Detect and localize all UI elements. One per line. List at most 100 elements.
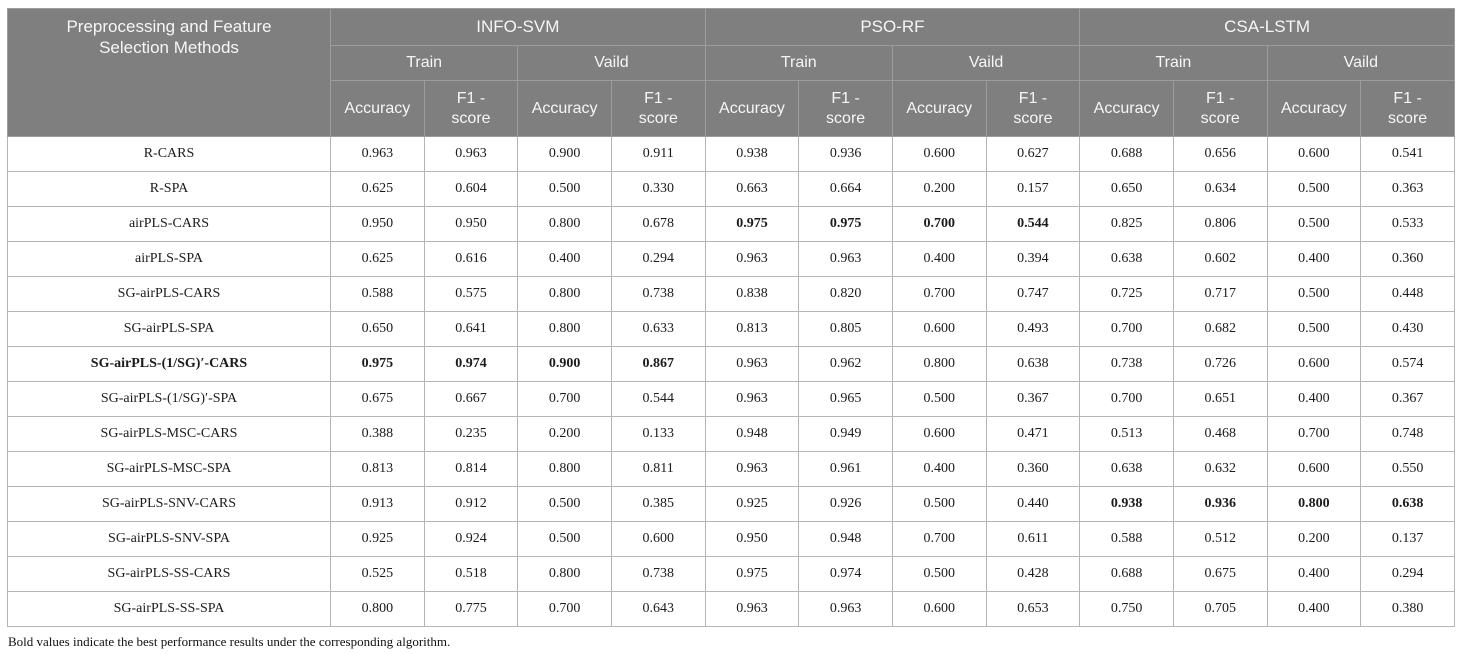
value-cell: 0.600 (891, 591, 987, 627)
value-cell: 0.400 (1266, 381, 1362, 417)
table-body: R-CARS 0.963 0.963 0.900 0.911 0.938 0.936 0.60… (7, 136, 1455, 627)
table-row: SG-airPLS-MSC-CARS 0.388 0.235 0.200 0.133 0.… (7, 416, 1455, 452)
value-cell: 0.974 (798, 556, 893, 592)
metric-header: F1 - score (985, 80, 1081, 137)
value-cell: 0.811 (610, 451, 706, 487)
value-cell: 0.634 (1172, 171, 1268, 207)
value-cell: 0.588 (330, 276, 425, 312)
value-cell: 0.600 (1266, 451, 1362, 487)
value-cell: 0.650 (1079, 171, 1174, 207)
metric-header-label: F1 - score (638, 90, 678, 127)
value-cell: 0.900 (517, 346, 612, 382)
table-row: R-CARS 0.963 0.963 0.900 0.911 0.938 0.936 0.60… (7, 136, 1455, 172)
value-cell: 0.913 (330, 486, 425, 522)
value-cell: 0.961 (798, 451, 893, 487)
value-cell: 0.363 (1360, 171, 1455, 207)
table-row: airPLS-SPA 0.625 0.616 0.400 0.294 0.963 0.963… (7, 241, 1455, 277)
value-cell: 0.641 (423, 311, 519, 347)
value-cell: 0.544 (985, 206, 1081, 242)
value-cell: 0.600 (891, 311, 987, 347)
value-cell: 0.500 (517, 171, 612, 207)
value-cell: 0.975 (704, 556, 800, 592)
value-cell: 0.400 (891, 241, 987, 277)
value-cell: 0.448 (1360, 276, 1455, 312)
value-cell: 0.600 (891, 136, 987, 172)
value-cell: 0.800 (1266, 486, 1362, 522)
value-cell: 0.800 (517, 556, 612, 592)
value-cell: 0.200 (1266, 521, 1362, 557)
value-cell: 0.800 (891, 346, 987, 382)
value-cell: 0.600 (1266, 136, 1362, 172)
metric-header-label: Accuracy (719, 99, 785, 117)
split-header: Train (704, 45, 893, 81)
table-row: SG-airPLS-CARS 0.588 0.575 0.800 0.738 0.838 0… (7, 276, 1455, 312)
split-header: Vaild (517, 45, 706, 81)
method-cell: SG-airPLS-SNV-CARS (7, 486, 331, 522)
value-cell: 0.430 (1360, 311, 1455, 347)
value-cell: 0.825 (1079, 206, 1174, 242)
value-cell: 0.400 (1266, 556, 1362, 592)
value-cell: 0.137 (1360, 521, 1455, 557)
metric-header: Accuracy (1266, 80, 1362, 137)
value-cell: 0.700 (891, 206, 987, 242)
value-cell: 0.688 (1079, 136, 1174, 172)
table-row: SG-airPLS-(1/SG)′-CARS 0.975 0.974 0.900 0.8… (7, 346, 1455, 382)
value-cell: 0.394 (985, 241, 1081, 277)
value-cell: 0.949 (798, 416, 893, 452)
metric-header-label: F1 - score (1388, 90, 1428, 127)
method-cell: SG-airPLS-(1/SG)′-CARS (7, 346, 331, 382)
value-cell: 0.965 (798, 381, 893, 417)
value-cell: 0.588 (1079, 521, 1174, 557)
table-row: airPLS-CARS 0.950 0.950 0.800 0.678 0.975 0.97… (7, 206, 1455, 242)
metric-header: Accuracy (704, 80, 800, 137)
value-cell: 0.360 (985, 451, 1081, 487)
value-cell: 0.643 (610, 591, 706, 627)
table-header: Preprocessing and Feature Selection Meth… (7, 8, 1456, 137)
value-cell: 0.814 (423, 451, 519, 487)
value-cell: 0.541 (1360, 136, 1455, 172)
value-cell: 0.963 (423, 136, 519, 172)
value-cell: 0.975 (330, 346, 425, 382)
value-cell: 0.157 (985, 171, 1081, 207)
value-cell: 0.575 (423, 276, 519, 312)
value-cell: 0.533 (1360, 206, 1455, 242)
value-cell: 0.688 (1079, 556, 1174, 592)
value-cell: 0.512 (1172, 521, 1268, 557)
value-cell: 0.513 (1079, 416, 1174, 452)
table-row: SG-airPLS-SS-SPA 0.800 0.775 0.700 0.643 0.96… (7, 591, 1455, 627)
value-cell: 0.938 (1079, 486, 1174, 522)
value-cell: 0.675 (330, 381, 425, 417)
value-cell: 0.600 (1266, 346, 1362, 382)
value-cell: 0.925 (330, 521, 425, 557)
value-cell: 0.963 (704, 591, 800, 627)
value-cell: 0.775 (423, 591, 519, 627)
value-cell: 0.500 (1266, 171, 1362, 207)
value-cell: 0.747 (985, 276, 1081, 312)
value-cell: 0.638 (1079, 451, 1174, 487)
value-cell: 0.625 (330, 241, 425, 277)
value-cell: 0.600 (610, 521, 706, 557)
metric-header: Accuracy (517, 80, 612, 137)
value-cell: 0.611 (985, 521, 1081, 557)
value-cell: 0.800 (330, 591, 425, 627)
value-cell: 0.962 (798, 346, 893, 382)
table-row: SG-airPLS-SS-CARS 0.525 0.518 0.800 0.738 0.9… (7, 556, 1455, 592)
value-cell: 0.367 (1360, 381, 1455, 417)
table-row: R-SPA 0.625 0.604 0.500 0.330 0.663 0.664 0.200… (7, 171, 1455, 207)
method-cell: SG-airPLS-(1/SG)′-SPA (7, 381, 331, 417)
metric-header-label: Accuracy (906, 99, 973, 117)
method-cell: airPLS-SPA (7, 241, 331, 277)
method-cell: airPLS-CARS (7, 206, 331, 242)
value-cell: 0.633 (610, 311, 706, 347)
method-cell: SG-airPLS-SNV-SPA (7, 521, 331, 557)
value-cell: 0.574 (1360, 346, 1455, 382)
value-cell: 0.500 (891, 381, 987, 417)
value-cell: 0.813 (704, 311, 800, 347)
value-cell: 0.400 (517, 241, 612, 277)
value-cell: 0.385 (610, 486, 706, 522)
algorithm-group-header: PSO-RF (704, 8, 1081, 46)
value-cell: 0.805 (798, 311, 893, 347)
value-cell: 0.813 (330, 451, 425, 487)
table-footnote: Bold values indicate the best performanc… (8, 634, 451, 649)
value-cell: 0.632 (1172, 451, 1268, 487)
